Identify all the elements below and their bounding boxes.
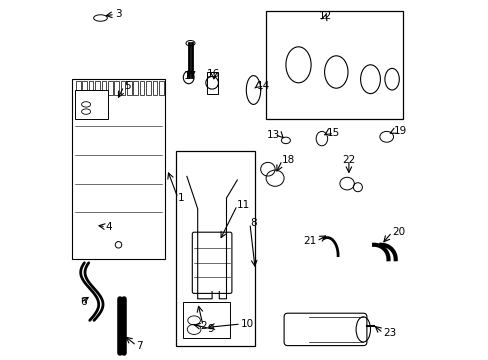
Text: 23: 23 <box>382 328 396 338</box>
Bar <box>75 90 107 119</box>
Text: 2: 2 <box>200 321 206 331</box>
Text: 13: 13 <box>267 130 280 140</box>
Bar <box>159 81 163 95</box>
Bar <box>121 81 125 95</box>
Text: 12: 12 <box>318 11 331 21</box>
Bar <box>146 81 150 95</box>
Bar <box>102 81 106 95</box>
Text: 18: 18 <box>282 155 295 165</box>
Text: 1: 1 <box>178 193 184 203</box>
Text: 3: 3 <box>115 9 122 19</box>
Text: 19: 19 <box>393 126 407 136</box>
Bar <box>72 79 165 259</box>
Text: 15: 15 <box>326 128 340 138</box>
Text: 4: 4 <box>106 222 112 232</box>
Bar <box>127 81 131 95</box>
Bar <box>133 81 138 95</box>
Text: 16: 16 <box>207 69 220 79</box>
Bar <box>89 81 93 95</box>
Bar <box>76 81 81 95</box>
Text: 5: 5 <box>123 81 130 91</box>
Bar <box>265 11 402 119</box>
Text: 21: 21 <box>303 236 316 246</box>
Text: 6: 6 <box>81 297 87 307</box>
Bar <box>152 81 157 95</box>
Bar <box>82 81 87 95</box>
Text: 17: 17 <box>183 71 197 81</box>
Text: 20: 20 <box>391 227 405 237</box>
Text: 10: 10 <box>241 319 253 329</box>
Bar <box>140 81 144 95</box>
Text: 11: 11 <box>237 200 250 210</box>
Bar <box>114 81 119 95</box>
Text: 7: 7 <box>136 341 143 351</box>
Text: 9: 9 <box>207 324 213 334</box>
Bar <box>206 72 217 94</box>
Text: 22: 22 <box>342 155 355 165</box>
Bar <box>176 151 255 346</box>
Text: 8: 8 <box>249 218 256 228</box>
Bar <box>183 302 230 338</box>
Text: 14: 14 <box>257 81 270 91</box>
Bar <box>108 81 112 95</box>
Bar <box>95 81 100 95</box>
